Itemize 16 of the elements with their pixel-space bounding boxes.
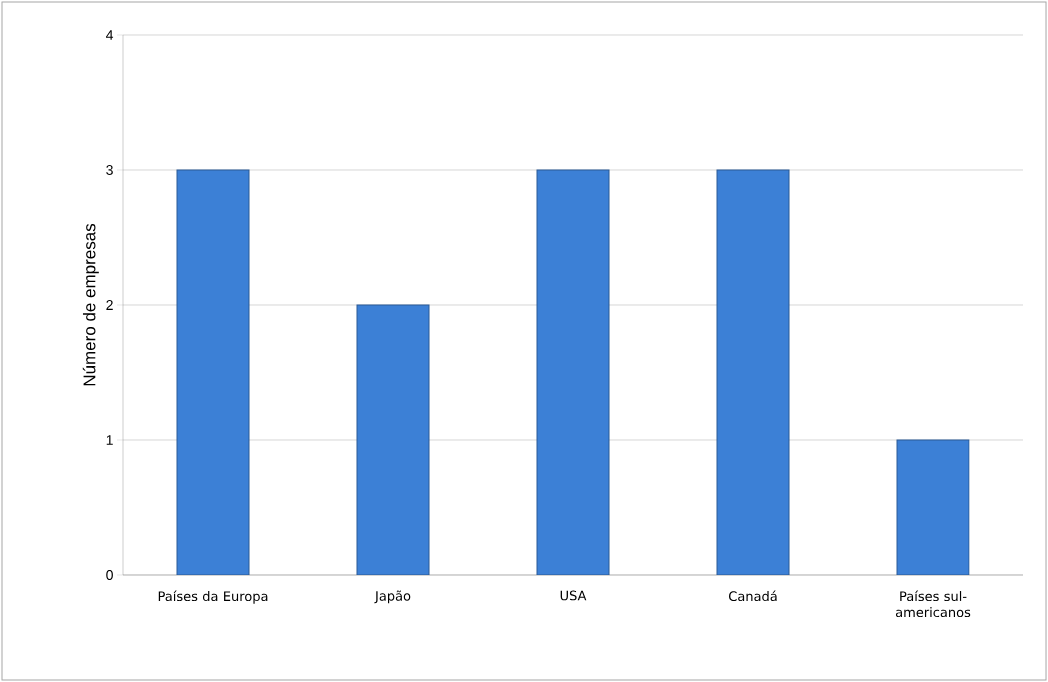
y-tick-label: 2 — [106, 300, 113, 310]
bar — [356, 304, 430, 575]
y-tick-label: 4 — [106, 30, 114, 40]
bar — [716, 169, 790, 575]
x-tick-label: Japão — [374, 590, 411, 604]
y-tick-label: 0 — [106, 570, 113, 580]
bar — [896, 439, 970, 575]
x-tick-label: Países sul-americanos — [895, 590, 971, 618]
bar — [176, 169, 250, 575]
y-tick-label: 3 — [106, 165, 113, 175]
x-tick-label: USA — [560, 590, 587, 601]
y-tick-label: 1 — [106, 435, 113, 445]
y-axis-title: Número de empresas — [82, 223, 99, 386]
x-tick-label: Países da Europa — [158, 590, 268, 604]
bar — [536, 169, 610, 575]
x-tick-label: Canadá — [729, 590, 777, 602]
